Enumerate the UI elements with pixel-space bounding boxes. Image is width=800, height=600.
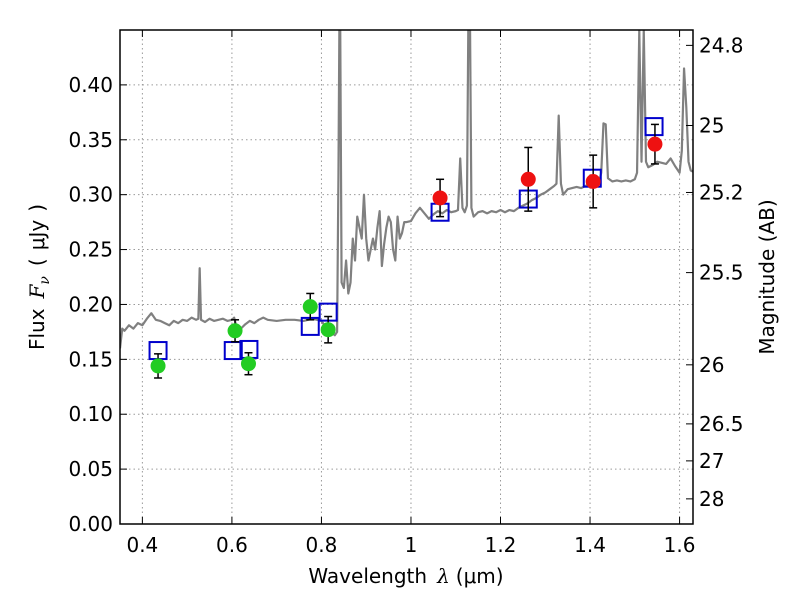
x-tick-label: 1: [405, 533, 418, 557]
observed-point: [432, 190, 448, 206]
y-tick-label: 0.00: [68, 512, 113, 536]
x-tick-label: 0.6: [216, 533, 248, 557]
model-square-marker: [223, 341, 243, 361]
y2-tick-label: 24.8: [699, 33, 744, 57]
observed-point: [302, 299, 318, 315]
spectrum-line: [120, 30, 693, 349]
y-tick-label: 0.05: [68, 457, 113, 481]
observed-point: [320, 322, 336, 338]
y2-tick-label: 26.5: [699, 412, 744, 436]
x-tick-label: 0.8: [306, 533, 338, 557]
observed-point: [240, 356, 256, 372]
y-tick-label: 0.20: [68, 292, 113, 316]
y2-tick-label: 25: [699, 114, 724, 138]
y2-tick-label: 26: [699, 353, 724, 377]
x-tick-label: 0.4: [126, 533, 158, 557]
model-square-marker: [644, 117, 664, 137]
observed-point: [647, 136, 663, 152]
x-tick-label: 1.2: [485, 533, 517, 557]
grid-lines: [120, 30, 693, 525]
observed-point: [520, 171, 536, 187]
y-tick-label: 0.40: [68, 73, 113, 97]
y-tick-label: 0.35: [68, 128, 113, 152]
y-tick-label: 0.25: [68, 238, 113, 262]
observed-point: [227, 323, 243, 339]
spectrum-layer: [120, 30, 693, 349]
data-points: [148, 117, 664, 379]
y-axis-title: FluxFν(μJy): [25, 204, 53, 350]
x-tick-label: 1.4: [574, 533, 606, 557]
x-tick-label: 1.6: [664, 533, 696, 557]
y2-tick-label: 25.2: [699, 180, 744, 204]
x-axis-title: Wavelength λ (μm): [308, 564, 503, 588]
y2-tick-label: 27: [699, 449, 724, 473]
axis-ticks: 0.4 0.6 0.8 1 1.2 1.4 1.6 0.00 0.05 0.10 0.15 0.20 0…: [68, 30, 744, 557]
y2-tick-label: 28: [699, 487, 724, 511]
y2-axis-title: Magnitude (AB): [755, 199, 779, 354]
y2-tick-label: 25.5: [699, 261, 744, 285]
plot-frame: [119, 29, 694, 525]
observed-point: [585, 173, 601, 189]
y-tick-label: 0.30: [68, 183, 113, 207]
y-tick-label: 0.10: [68, 402, 113, 426]
observed-point: [150, 358, 166, 374]
y-tick-label: 0.15: [68, 347, 113, 371]
